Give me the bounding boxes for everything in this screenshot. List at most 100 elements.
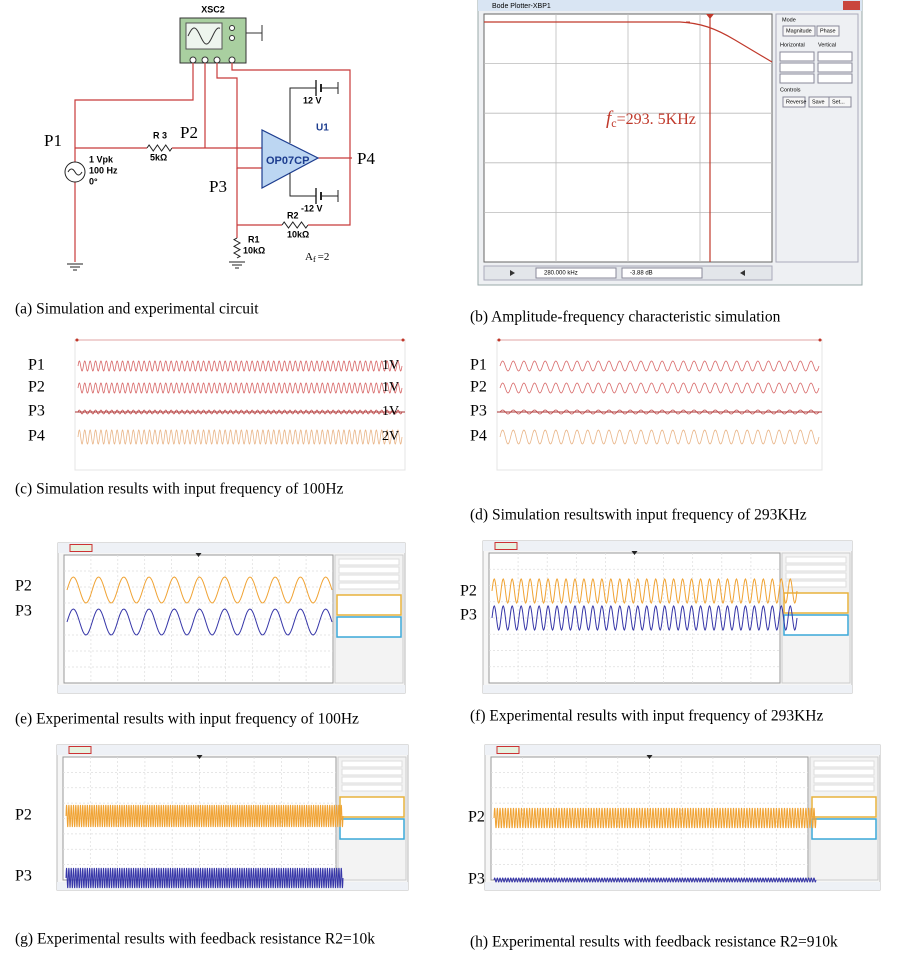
trace-label: P1: [28, 357, 45, 374]
setting-row: [786, 565, 846, 571]
component-label: 10kΩ: [287, 229, 309, 239]
trace-label: P4: [470, 428, 487, 445]
run-button[interactable]: [495, 543, 517, 550]
control-text: Save: [812, 99, 825, 105]
scope-toolbar: [483, 541, 852, 551]
window-title: Bode Plotter-XBP1: [492, 3, 551, 10]
run-button[interactable]: [69, 747, 91, 754]
resistor: [147, 145, 172, 151]
trace-label: P2: [470, 379, 487, 396]
close-button: [843, 1, 860, 10]
trace-label: P2: [460, 583, 477, 600]
run-button[interactable]: [70, 545, 92, 552]
wire: [232, 63, 350, 158]
component-label: 5kΩ: [150, 152, 167, 162]
resistor: [234, 238, 240, 258]
channel-box: [340, 797, 404, 817]
readout: 280.000 kHz: [544, 271, 578, 277]
scope-terminal: [202, 57, 208, 63]
scale-label: 1V: [382, 380, 399, 395]
waveform: [66, 868, 343, 888]
field: [818, 52, 852, 61]
setting-row: [342, 777, 402, 783]
setting-row: [786, 581, 846, 587]
setting-row: [339, 575, 399, 581]
component-label: 0°: [89, 176, 98, 186]
time-axis: [483, 685, 852, 693]
scope-screen: [186, 23, 222, 49]
scope-terminal: [230, 26, 235, 31]
control-panel: [776, 14, 858, 262]
trace-label: P1: [470, 357, 487, 374]
component-label: R1: [248, 234, 260, 244]
control-text: Horizontal: [780, 42, 805, 48]
node-label: P2: [180, 123, 198, 142]
channel-box: [340, 819, 404, 839]
sim-frame: [75, 340, 405, 470]
run-button[interactable]: [497, 747, 519, 754]
frame-dot: [819, 339, 822, 342]
wire: [308, 158, 350, 225]
node-label: P1: [44, 131, 62, 150]
gain-value: =2: [318, 251, 330, 263]
setting-row: [342, 769, 402, 775]
component-label: 10kΩ: [243, 245, 265, 255]
node-label: P3: [209, 177, 227, 196]
component-label: 1 Vpk: [89, 154, 114, 164]
opamp-label: OP07CP: [266, 155, 309, 167]
control-text: Phase: [820, 28, 836, 34]
wire: [75, 63, 193, 162]
gain-label: Af=2: [305, 251, 329, 264]
field: [818, 74, 852, 83]
trace-label: P3: [470, 403, 487, 420]
control-text: Magnitude: [786, 28, 812, 34]
trace-label: P2: [15, 578, 32, 595]
frame-dot: [498, 339, 501, 342]
control-text: Set...: [832, 99, 845, 105]
frame-dot: [402, 339, 405, 342]
field: [780, 74, 814, 83]
caption: (b) Amplitude-frequency characteristic s…: [470, 309, 781, 326]
setting-row: [786, 557, 846, 563]
trace-label: P3: [468, 871, 485, 888]
control-text: Controls: [780, 87, 801, 93]
scope-toolbar: [485, 745, 880, 755]
field: [780, 63, 814, 72]
setting-row: [814, 761, 874, 767]
caption: (g) Experimental results with feedback r…: [15, 931, 375, 948]
caption: (d) Simulation resultswith input frequen…: [470, 507, 807, 524]
scale-label: 1V: [382, 404, 399, 419]
wire: [217, 63, 262, 168]
field: [780, 52, 814, 61]
component-label: R 3: [153, 130, 167, 140]
sim-frame: [497, 340, 822, 470]
caption: (c) Simulation results with input freque…: [15, 481, 344, 498]
frame-dot: [76, 339, 79, 342]
component-label: 12 V: [303, 95, 322, 105]
scale-label: 2V: [382, 429, 399, 444]
channel-box: [812, 819, 876, 839]
caption: (e) Experimental results with input freq…: [15, 711, 359, 728]
field: [818, 63, 852, 72]
cutoff-label: fc=293. 5KHz: [606, 108, 696, 129]
node-label: P4: [357, 149, 375, 168]
gain-symbol: A: [305, 251, 313, 263]
trace-label: P2: [28, 379, 45, 396]
trace-label: P2: [468, 809, 485, 826]
gain-subscript: f: [313, 255, 316, 264]
cutoff-value: =293. 5KHz: [617, 111, 696, 128]
setting-row: [814, 785, 874, 791]
component-label: R2: [287, 210, 299, 220]
waveform: [494, 878, 816, 882]
caption: (h) Experimental results with feedback r…: [470, 934, 838, 951]
resistor: [282, 222, 308, 228]
scope-terminal: [229, 57, 235, 63]
setting-row: [339, 559, 399, 565]
time-axis: [58, 685, 405, 693]
component-label: -12 V: [301, 203, 323, 213]
waveform: [66, 805, 343, 827]
control-text: Vertical: [818, 42, 836, 48]
setting-row: [342, 761, 402, 767]
scale-label: 1V: [382, 358, 399, 373]
figure: XSC2P1P2P3P41 Vpk100 Hz0°R 35kΩ12 V-12 V…: [0, 0, 908, 957]
